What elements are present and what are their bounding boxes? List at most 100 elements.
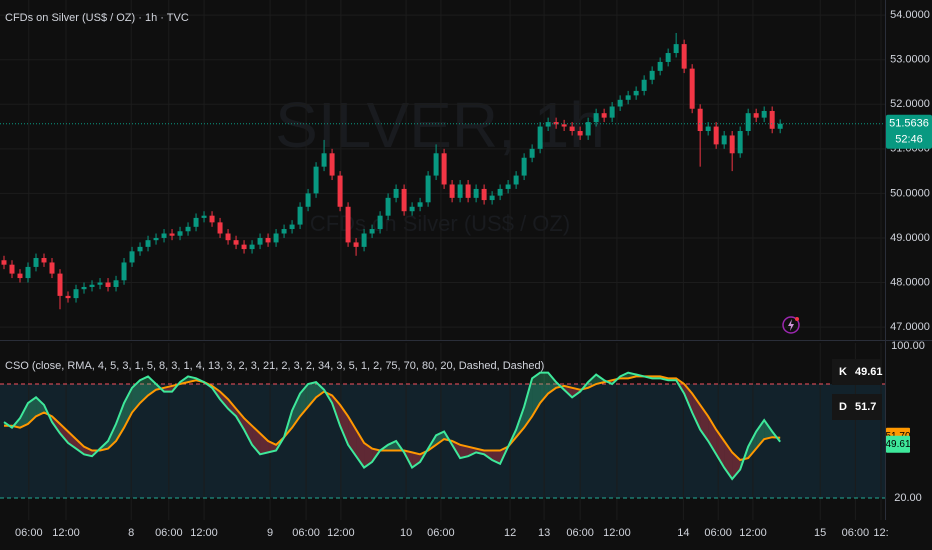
candle-body [665,53,671,62]
candle-body [193,217,199,227]
candle-body [153,237,159,241]
y-tick-label: 49.0000 [890,232,930,244]
candle-body [321,153,327,167]
candle-body [441,153,447,185]
candle-body [377,215,383,230]
candle-body [393,188,399,198]
x-tick-label: 12:00 [603,527,631,539]
candle-body [217,222,223,234]
cross-fill [756,420,765,449]
candle-body [369,229,375,234]
candle-body [289,224,295,230]
y-tick-label: 53.0000 [890,54,930,66]
cross-fill [260,433,269,455]
watermark-description: CFDs on Silver (US$ / OZ) [310,211,570,236]
candle-body [489,195,495,201]
x-tick-label: 06:00 [155,527,183,539]
y-tick-label: 54.0000 [890,9,930,21]
legend-name: D [839,401,847,413]
candle-body [353,242,359,247]
candle-body [657,61,663,71]
candle-body [449,184,455,198]
indicator-title: CSO (close, RMA, 4, 5, 3, 1, 5, 8, 3, 1,… [5,360,544,372]
candle-body [265,237,271,243]
cross-fill [388,440,397,451]
legend-value: 51.7 [855,401,876,413]
candle-body [329,153,335,176]
candle-body [457,184,463,198]
x-tick-label: 12:00 [190,527,218,539]
candle-body [161,233,167,238]
alert-icon[interactable] [782,316,800,334]
candle-body [497,188,503,196]
candle-body [137,246,143,252]
x-tick-label: 06:00 [292,527,320,539]
x-tick-label: 06:00 [566,527,594,539]
price-tag [886,114,932,149]
candle-body [25,266,31,279]
candle-body [481,188,487,201]
indicator-line [4,375,781,462]
candle-body [465,184,471,198]
candle-body [689,68,695,109]
candle-body [625,95,631,100]
candle-body [593,113,599,123]
candle-body [633,90,639,96]
candle-body [105,282,111,287]
cross-fill [220,391,229,409]
legend-name: K [839,366,847,378]
candle-body [705,126,711,132]
candle-body [769,110,775,129]
legend-box [832,394,882,420]
candle-body [561,124,567,127]
candle-body [169,233,175,236]
candle-body [185,226,191,232]
cross-fill [124,387,133,428]
x-tick-label: 10 [400,527,412,539]
watermark-symbol: SILVER, 1h [275,89,605,161]
x-tick-label: 12:00 [739,527,767,539]
candle-body [145,240,151,247]
candle-body [305,193,311,207]
candle-body [713,126,719,145]
axis-tag [886,435,910,453]
candle-body [537,126,543,149]
x-tick-label: 13 [538,527,550,539]
price-countdown: 52:46 [895,134,923,146]
y-tick-label: 50.0000 [890,187,930,199]
candle-body [585,122,591,136]
cross-fill [460,444,469,459]
candle-body [33,258,39,267]
candle-body [81,286,87,290]
cross-fill [20,403,29,428]
candle-body [65,295,71,299]
price-tag-label: 51.5636 [889,118,929,130]
cross-fill [412,452,421,468]
candle-body [201,215,207,218]
candle-body [513,175,519,185]
x-tick-label: 8 [128,527,134,539]
candle-body [1,260,7,265]
candle-body [697,108,703,132]
cross-fill [228,399,237,417]
candle-body [297,206,303,225]
candle-body [529,148,535,158]
candle-body [9,264,15,274]
candle-body [641,79,647,91]
cross-fill [708,416,717,455]
cross-fill [316,382,325,398]
cross-fill [748,431,757,459]
candle-body [97,282,103,285]
candle-body [777,123,783,129]
alert-bolt[interactable] [788,319,794,331]
cross-fill [76,439,85,455]
candle-body [113,280,119,287]
x-tick-label: 12: [873,527,888,539]
candle-body [617,99,623,107]
x-tick-label: 14 [677,527,689,539]
alert-circle[interactable] [782,316,800,334]
candle-body [361,233,367,247]
candle-body [313,166,319,194]
alert-dot [795,317,799,321]
candle-body [241,244,247,250]
